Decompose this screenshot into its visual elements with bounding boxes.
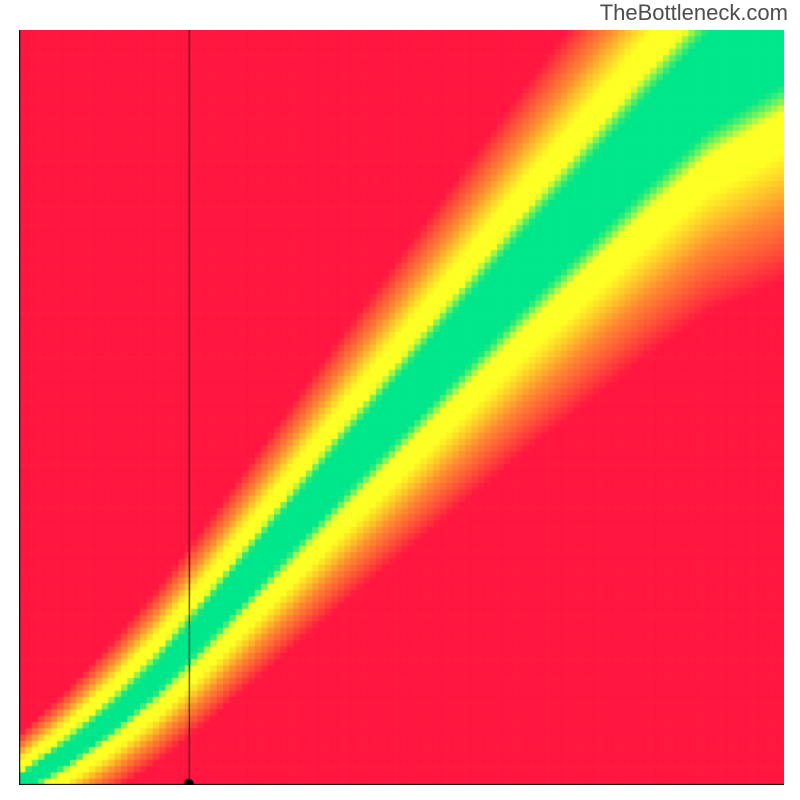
watermark-text: TheBottleneck.com <box>600 0 788 26</box>
chart-canvas-wrap <box>19 30 784 785</box>
heatmap-chart <box>19 30 784 785</box>
